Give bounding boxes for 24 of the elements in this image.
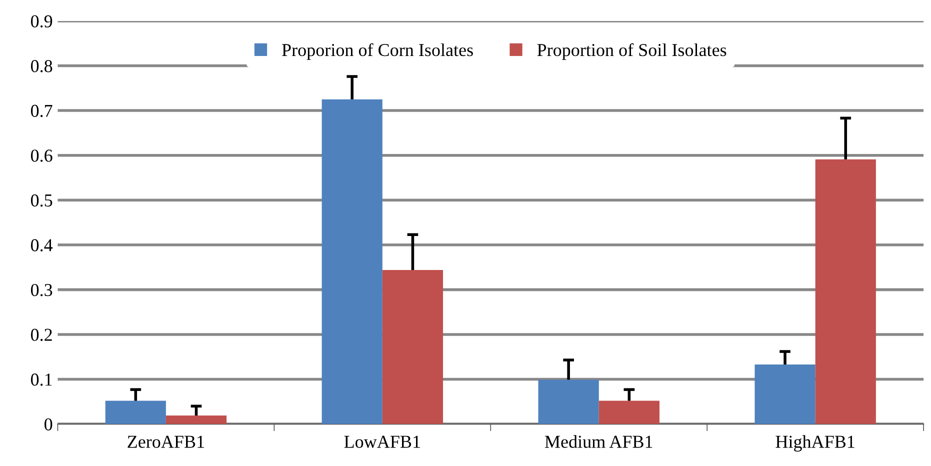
bar (754, 364, 816, 424)
legend-label: Proporion of Corn Isolates (282, 43, 473, 60)
bar (322, 99, 382, 424)
y-tick-label: 0.3 (30, 284, 52, 296)
x-tick-label: Medium AFB1 (544, 435, 652, 448)
bar (815, 159, 876, 424)
x-tick-label: LowAFB1 (344, 436, 420, 448)
legend-label: Proportion of Soil Isolates (537, 43, 726, 60)
bar (382, 270, 444, 424)
x-tick-label: HighAFB1 (776, 435, 854, 452)
y-tick-label: 0.5 (30, 194, 52, 207)
y-tick-label: 0.9 (30, 15, 52, 28)
x-tick-label: ZeroAFB1 (128, 436, 204, 448)
y-tick-label: 0.2 (30, 328, 52, 342)
bar (166, 416, 227, 424)
bar (105, 400, 166, 424)
bar (598, 400, 660, 424)
bar (538, 380, 599, 424)
y-tick-label: 0.8 (30, 60, 52, 72)
y-tick-label: 0.6 (30, 150, 52, 162)
y-tick-label: 0.7 (30, 104, 52, 118)
y-tick-label: 0 (44, 418, 52, 430)
y-tick-label: 0.4 (30, 239, 53, 252)
y-tick-label: 0.1 (30, 374, 52, 386)
